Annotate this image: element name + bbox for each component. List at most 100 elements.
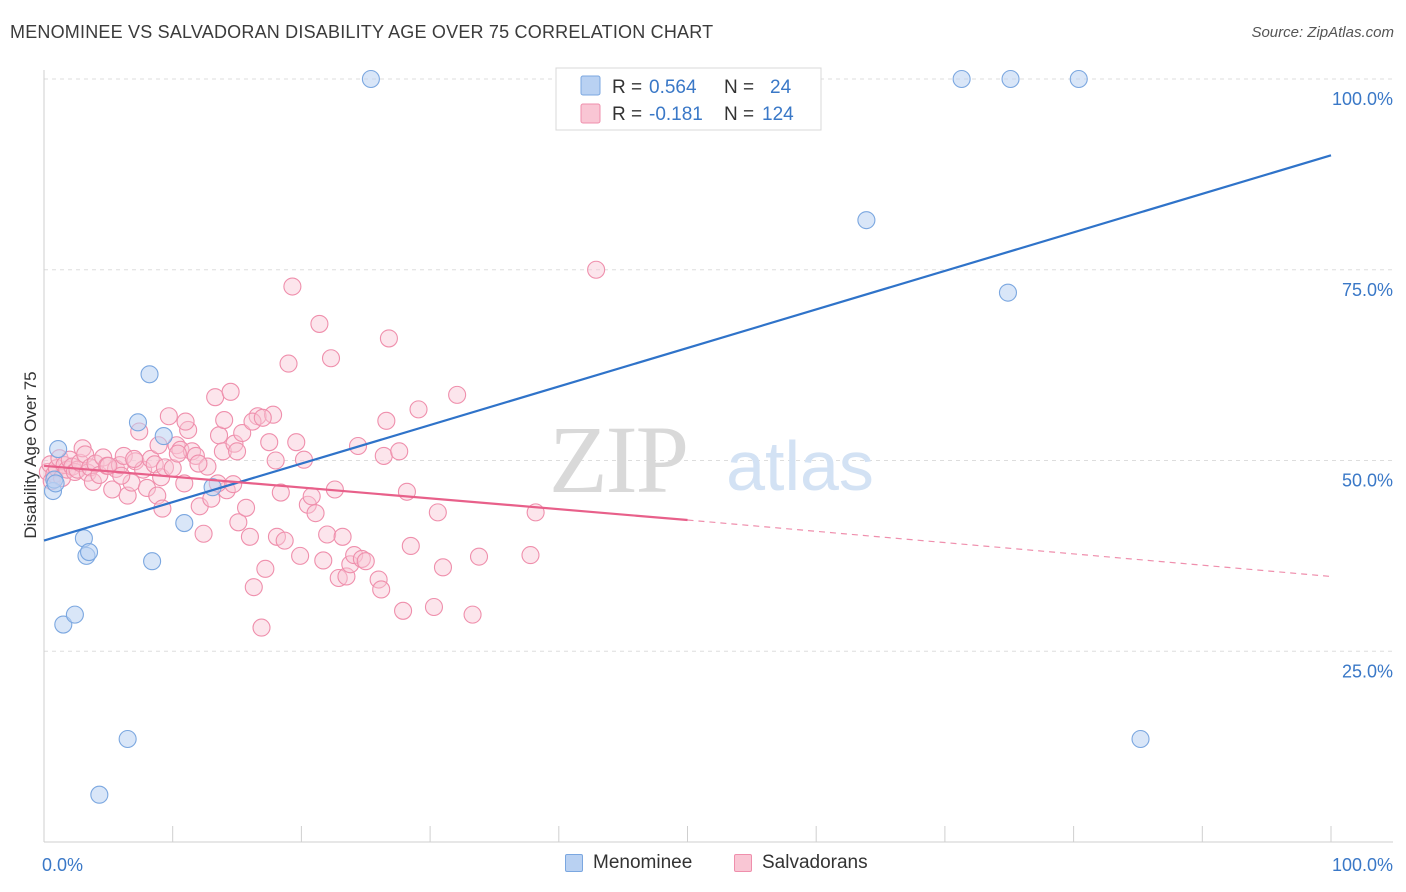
legend-label-salvadorans: Salvadorans (762, 852, 868, 873)
legend-item-salvadorans: Salvadorans (734, 852, 868, 874)
menominee-points (43, 69, 1150, 804)
salvadoran-point (83, 472, 102, 491)
legend-r-label-2: R = (612, 104, 642, 125)
menominee-point (143, 552, 162, 571)
legend-n-label-2: N = (724, 104, 754, 125)
source-credit: Source: ZipAtlas.com (1251, 24, 1394, 41)
legend-n-label-1: N = (724, 77, 754, 98)
salvadoran-points (38, 260, 606, 637)
salvadoran-point (394, 601, 413, 620)
salvadoran-point (125, 449, 144, 469)
salvadoran-point (329, 568, 348, 588)
legend-n-value-2: 124 (762, 104, 794, 125)
watermark: ZIP atlas (549, 406, 874, 513)
salvadoran-point (463, 605, 482, 624)
legend-r-value-2: -0.181 (649, 104, 703, 125)
salvadoran-point (194, 524, 213, 543)
menominee-point (79, 543, 99, 562)
axes (43, 70, 1393, 843)
y-tick-label-100: 100.0% (1332, 89, 1393, 109)
salvadoran-point (175, 474, 194, 493)
salvadoran-point (229, 513, 248, 532)
salvadoran-point (112, 466, 131, 485)
salvadoran-point (318, 525, 337, 544)
menominee-point (54, 615, 73, 634)
salvadoran-point (321, 349, 341, 368)
salvadoran-point (221, 382, 240, 401)
salvadoran-point (237, 498, 256, 517)
salvadoran-point (310, 314, 329, 333)
salvadoran-point (252, 618, 271, 637)
salvadoran-point (176, 412, 195, 431)
salvadoran-point (341, 555, 360, 574)
salvadoran-point (424, 597, 444, 617)
series-legend: Menominee Salvadorans (0, 852, 1406, 878)
salvadoran-point (377, 411, 396, 430)
salvadoran-point (587, 260, 606, 279)
salvadoran-point (374, 446, 393, 465)
menominee-trend-line (43, 154, 1332, 542)
salvadoran-point (333, 527, 352, 546)
legend-r-value-1: 0.564 (649, 77, 697, 98)
legend-n-value-1: 24 (770, 77, 792, 98)
watermark-zip: ZIP (549, 406, 687, 513)
legend-r-label-1: R = (612, 77, 642, 98)
salvadoran-point (448, 385, 467, 404)
salvadoran-point (279, 354, 298, 373)
menominee-point (46, 474, 65, 493)
correlation-legend: R = 0.564 N = 24 R = -0.181 N = 124 (555, 67, 822, 131)
chart-title: MENOMINEE VS SALVADORAN DISABILITY AGE O… (10, 22, 714, 42)
salvadoran-point (390, 442, 409, 461)
salvadoran-point (206, 388, 225, 407)
salvadoran-point (243, 412, 262, 431)
salvadoran-point (253, 408, 272, 427)
menominee-point (118, 729, 137, 749)
legend-swatch-salvadoran (580, 103, 601, 124)
tick-labels: 25.0% 50.0% 75.0% 100.0% 0.0% 100.0% (42, 89, 1393, 875)
legend-item-menominee: Menominee (565, 852, 692, 874)
salvadoran-point (159, 407, 178, 426)
menominee-point (857, 211, 876, 230)
menominee-point (154, 427, 173, 446)
salvadoran-point (283, 277, 302, 296)
menominee-point (128, 413, 148, 432)
salvadoran-point (168, 444, 187, 463)
salvadoran-point (291, 546, 310, 565)
salvadoran-trend-line (43, 464, 688, 522)
salvadoran-point (469, 547, 489, 566)
x-tick-label-100: 100.0% (1332, 855, 1393, 875)
menominee-point (140, 365, 159, 384)
legend-swatch-menominee (580, 75, 601, 96)
salvadoran-point (271, 483, 290, 502)
salvadoran-point (137, 478, 157, 498)
y-axis-label: Disability Age Over 75 (21, 371, 40, 538)
menominee-point (952, 69, 971, 89)
menominee-point (1001, 69, 1020, 89)
salvadoran-point (264, 405, 283, 424)
salvadoran-point (306, 504, 325, 523)
legend-swatch-salvadorans (734, 854, 752, 872)
y-tick-label-25: 25.0% (1342, 661, 1393, 681)
trend-lines (43, 154, 1332, 578)
menominee-point (65, 605, 84, 624)
menominee-point (1069, 69, 1088, 89)
salvadoran-point (240, 527, 259, 546)
salvadoran-point (314, 551, 333, 570)
salvadoran-point (244, 578, 263, 597)
salvadoran-point (287, 433, 306, 452)
salvadoran-point (233, 423, 252, 443)
menominee-point (175, 514, 194, 533)
salvadoran-point (401, 536, 420, 556)
y-tick-label-50: 50.0% (1342, 471, 1393, 491)
y-tick-label-75: 75.0% (1342, 280, 1393, 300)
salvadoran-point (103, 480, 122, 499)
salvadoran-point (302, 487, 321, 506)
menominee-point (998, 283, 1018, 302)
salvadoran-point (228, 442, 247, 461)
salvadoran-point (260, 433, 279, 452)
salvadoran-trend-extension (687, 519, 1332, 578)
salvadoran-point (215, 411, 234, 430)
legend-swatch-menominee (565, 854, 583, 872)
salvadoran-point (372, 580, 391, 599)
gridlines (44, 78, 1393, 652)
